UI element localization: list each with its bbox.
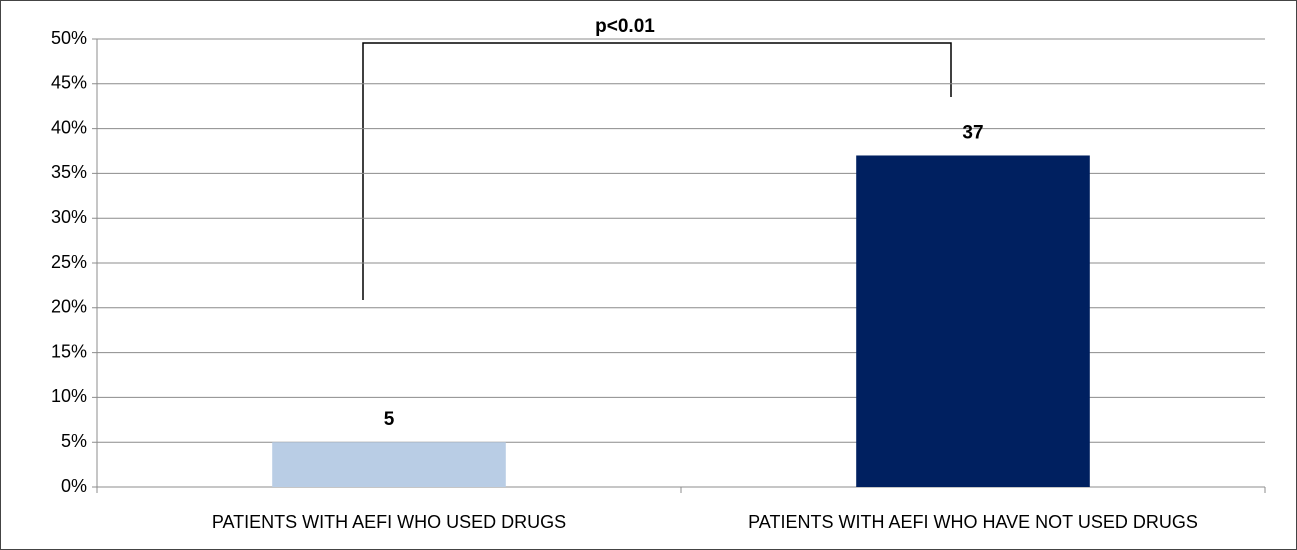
significance-bracket xyxy=(362,42,952,300)
y-tick-label: 35% xyxy=(51,162,87,182)
data-label: 5 xyxy=(384,409,395,430)
y-tick-label: 5% xyxy=(61,431,87,451)
y-tick-label: 50% xyxy=(51,28,87,48)
y-tick-label: 30% xyxy=(51,207,87,227)
y-tick-label: 40% xyxy=(51,117,87,137)
bar xyxy=(856,155,1090,488)
y-tick-label: 15% xyxy=(51,341,87,361)
x-tick-label: PATIENTS WITH AEFI WHO HAVE NOT USED DRU… xyxy=(748,512,1198,532)
data-label: 37 xyxy=(962,122,983,143)
y-tick-label: 10% xyxy=(51,386,87,406)
x-tick-label: PATIENTS WITH AEFI WHO USED DRUGS xyxy=(212,512,566,532)
y-tick-label: 25% xyxy=(51,252,87,272)
annotation: p<0.01 xyxy=(595,16,655,37)
bar xyxy=(272,442,506,487)
y-tick-label: 45% xyxy=(51,73,87,93)
y-tick-label: 20% xyxy=(51,297,87,317)
y-tick-label: 0% xyxy=(61,476,87,496)
